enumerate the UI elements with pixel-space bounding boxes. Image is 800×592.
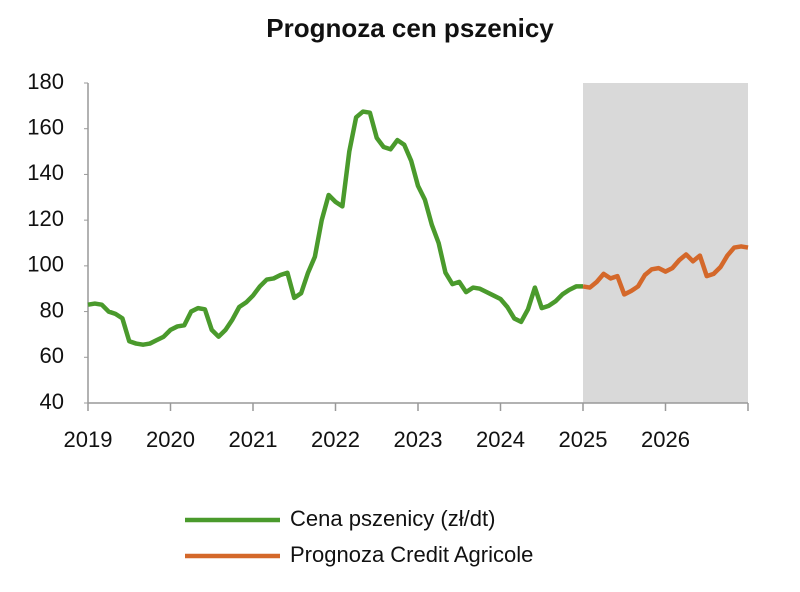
y-tick-label: 180: [27, 69, 64, 94]
x-tick-label: 2025: [559, 427, 608, 452]
y-tick-label: 40: [40, 389, 64, 414]
x-tick-label: 2024: [476, 427, 525, 452]
x-tick-label: 2026: [641, 427, 690, 452]
series-line: [582, 244, 749, 297]
y-tick-label: 140: [27, 160, 64, 185]
x-tick-label: 2019: [64, 427, 113, 452]
legend-label: Prognoza Credit Agricole: [290, 542, 533, 567]
x-tick-label: 2022: [311, 427, 360, 452]
series-line: [87, 109, 583, 347]
y-tick-label: 160: [27, 115, 64, 140]
legend-label: Cena pszenicy (zł/dt): [290, 506, 495, 531]
y-tick-label: 120: [27, 206, 64, 231]
x-tick-label: 2021: [229, 427, 278, 452]
chart-title: Prognoza cen pszenicy: [266, 13, 554, 43]
x-tick-label: 2023: [394, 427, 443, 452]
y-tick-label: 80: [40, 297, 64, 322]
x-tick-label: 2020: [146, 427, 195, 452]
forecast-region: [583, 83, 748, 403]
y-tick-label: 100: [27, 252, 64, 277]
y-tick-label: 60: [40, 343, 64, 368]
